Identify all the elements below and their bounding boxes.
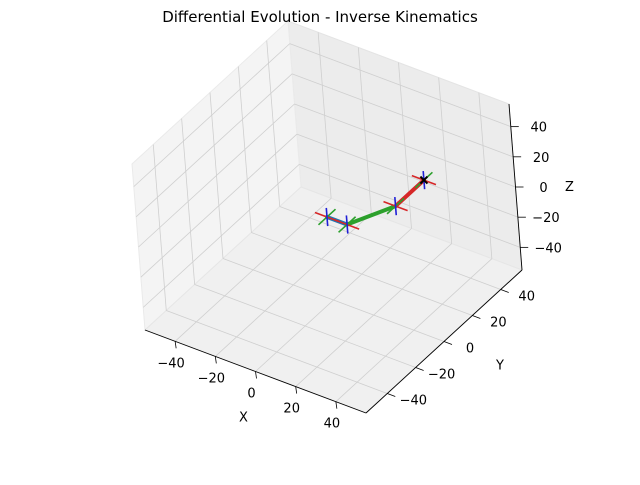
z-tick-label: 0	[539, 181, 547, 196]
z-tick-label: −40	[534, 241, 561, 256]
x-tick-label: 20	[283, 402, 300, 417]
arm-link-2	[345, 204, 398, 227]
x-tick-label: −40	[157, 356, 184, 371]
grid-line	[138, 103, 295, 248]
y-tick-mark	[387, 393, 396, 397]
y-tick-mark	[415, 367, 424, 371]
x-tick-mark	[335, 401, 338, 409]
chart-title: Differential Evolution - Inverse Kinemat…	[162, 8, 478, 26]
grid-line	[266, 40, 281, 207]
joint-frame-z-2	[394, 196, 398, 216]
grid-line	[237, 66, 252, 233]
y-tick-mark	[443, 341, 453, 345]
robot-arm	[314, 170, 437, 234]
y-tick-mark	[500, 289, 509, 293]
x-axis-label: X	[239, 411, 248, 426]
z-tick-label: 40	[531, 121, 548, 136]
y-tick-label: −20	[428, 368, 455, 383]
y-tick-label: 0	[466, 342, 474, 357]
grid-line	[135, 73, 293, 218]
x-tick-mark	[174, 341, 177, 349]
y-tick-label: 40	[518, 290, 535, 305]
x-tick-label: 40	[324, 417, 341, 432]
x-tick-mark	[255, 371, 257, 379]
grid-line	[251, 232, 473, 316]
grid-line	[478, 92, 493, 259]
grid-line	[295, 243, 452, 387]
x-tick-label: 0	[247, 387, 255, 402]
z-tick-label: 20	[533, 151, 550, 166]
z-axis-label: Z	[565, 180, 574, 195]
grid-line	[289, 43, 511, 128]
grid-line	[438, 77, 453, 244]
y-tick-mark	[472, 315, 481, 319]
x-tick-label: −20	[198, 371, 225, 386]
x-tick-mark	[295, 386, 298, 394]
z-tick-label: −20	[532, 211, 559, 226]
joint-frame-z-0	[325, 207, 329, 227]
y-axis-label: Y	[495, 359, 504, 374]
grid-line	[222, 258, 445, 342]
x-tick-mark	[214, 356, 217, 364]
joint-frame-z-1	[345, 215, 349, 234]
grid-lines	[133, 32, 521, 402]
grid-line	[279, 206, 501, 290]
grid-line	[335, 258, 493, 402]
y-tick-label: −40	[400, 394, 427, 409]
grid-line	[291, 73, 514, 158]
y-tick-label: 20	[490, 316, 507, 331]
grid-line	[133, 43, 291, 187]
grid-line	[294, 103, 516, 188]
target-marker	[419, 175, 429, 185]
